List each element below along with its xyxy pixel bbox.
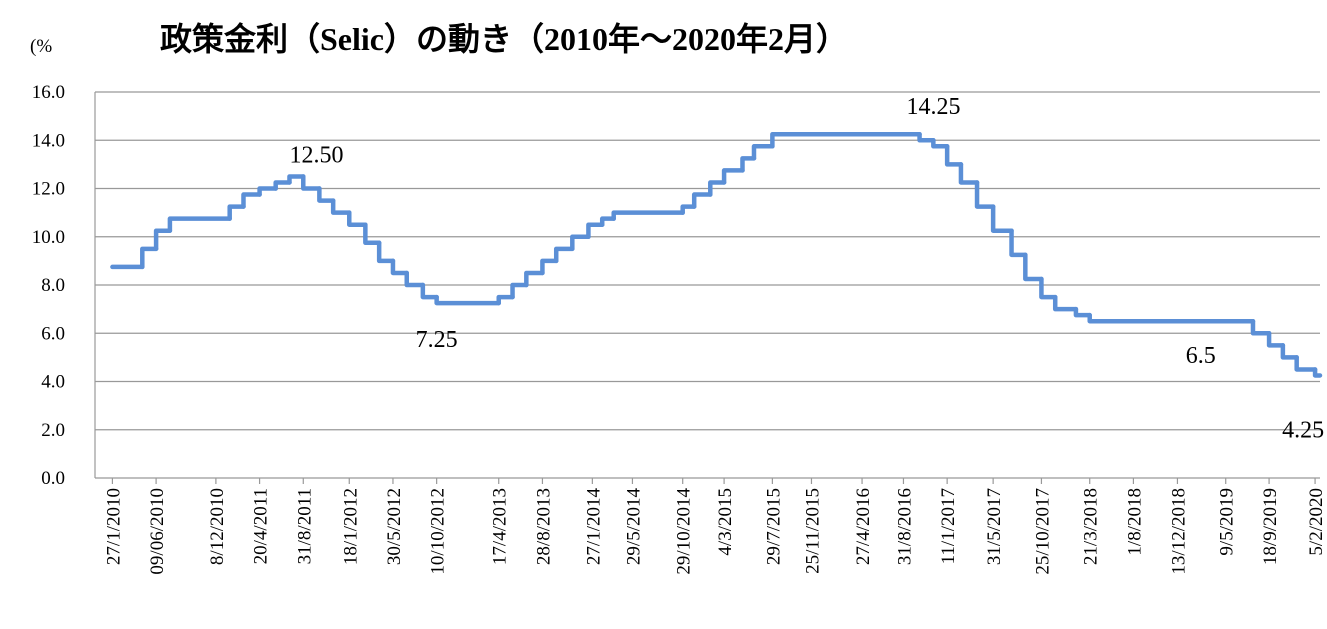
line-step	[167, 216, 232, 233]
x-tick-label: 10/10/2012	[428, 488, 449, 575]
x-tick-label: 27/1/2014	[583, 488, 604, 566]
line-step	[611, 210, 685, 221]
line-step	[691, 192, 713, 209]
line-step	[1280, 343, 1299, 360]
x-tick-label: 11/1/2017	[938, 488, 959, 564]
x-tick-label: 20/4/2011	[251, 488, 272, 564]
y-tick-label: 10.0	[32, 227, 65, 248]
x-tick-label: 1/8/2018	[1124, 488, 1145, 556]
line-step	[363, 222, 382, 246]
line-step	[931, 138, 950, 149]
chart-title: 政策金利（Selic）の動き（2010年～2020年2月）	[160, 21, 848, 57]
annotation: 14.25	[906, 94, 960, 120]
line-step	[317, 186, 336, 203]
line-step	[586, 222, 605, 239]
line-step	[570, 234, 591, 252]
y-tick-label: 4.0	[41, 372, 65, 393]
line-step	[599, 216, 616, 227]
line-step	[958, 162, 980, 185]
line-step	[1250, 318, 1272, 336]
line-step	[974, 180, 996, 209]
x-tick-label: 18/1/2012	[340, 488, 361, 565]
line-step	[990, 204, 1014, 233]
x-tick-label: 17/4/2013	[490, 488, 511, 565]
line-step	[330, 198, 352, 215]
x-tick-label: 25/10/2017	[1032, 488, 1053, 575]
line-step	[1023, 252, 1044, 282]
line-step	[1294, 355, 1318, 372]
annotation: 4.25	[1282, 417, 1324, 443]
line-step	[390, 258, 410, 276]
x-tick-label: 18/9/2019	[1260, 488, 1281, 565]
x-tick-label: 28/8/2013	[533, 488, 554, 565]
x-tick-label: 27/4/2016	[853, 488, 874, 565]
x-tick-label: 31/5/2017	[984, 488, 1005, 565]
line-step	[510, 282, 529, 300]
x-tick-label: 29/5/2014	[623, 488, 644, 566]
x-tick-label: 13/12/2018	[1168, 488, 1189, 575]
line-step	[241, 192, 262, 209]
line-step	[287, 174, 306, 185]
y-tick-label: 16.0	[32, 82, 65, 103]
line-step	[257, 186, 278, 197]
x-tick-label: 21/3/2018	[1081, 488, 1102, 565]
line-step	[751, 144, 775, 161]
line-step	[1266, 331, 1286, 348]
x-tick-label: 4/3/2015	[715, 488, 736, 556]
y-tick-label: 8.0	[41, 275, 65, 296]
line-step	[420, 282, 439, 300]
x-tick-label: 27/1/2010	[103, 488, 124, 565]
line-step	[376, 240, 396, 264]
annotation: 12.50	[289, 142, 343, 168]
x-tick-label: 29/10/2014	[674, 488, 695, 575]
line-step	[917, 131, 936, 143]
line-step	[1073, 306, 1092, 318]
line-step	[1052, 294, 1079, 312]
line-step	[434, 294, 501, 306]
annotation: 7.25	[416, 327, 458, 353]
y-tick-label: 2.0	[41, 420, 65, 441]
x-tick-label: 9/5/2019	[1217, 488, 1238, 556]
x-tick-label: 25/11/2015	[802, 488, 823, 574]
y-tick-label: 0.0	[41, 468, 65, 489]
line-step	[1312, 367, 1323, 378]
line-step	[524, 270, 545, 288]
x-tick-label: 5/2/2020	[1306, 488, 1327, 556]
y-tick-label: 12.0	[32, 179, 65, 200]
line-step	[740, 156, 757, 173]
line-step	[770, 131, 922, 149]
x-tick-label: 31/8/2016	[894, 488, 915, 565]
line-step	[721, 168, 745, 185]
line-step	[404, 270, 426, 288]
line-step	[347, 210, 368, 227]
line-step	[540, 258, 559, 276]
annotation: 6.5	[1186, 343, 1216, 369]
line-step	[496, 294, 515, 306]
line-step	[680, 204, 697, 215]
line-step	[153, 228, 173, 252]
line-step	[1087, 312, 1256, 324]
line-step	[273, 180, 292, 191]
y-tick-label: 6.0	[41, 323, 65, 344]
line-step	[1039, 276, 1058, 300]
x-tick-label: 30/5/2012	[384, 488, 405, 565]
line-step	[944, 144, 964, 167]
y-axis-label: (%	[30, 36, 52, 57]
line-step	[301, 174, 322, 191]
x-tick-label: 09/06/2010	[147, 488, 168, 575]
x-tick-label: 8/12/2010	[207, 488, 228, 565]
x-tick-label: 29/7/2015	[763, 488, 784, 565]
line-step	[708, 180, 727, 197]
y-tick-label: 14.0	[32, 130, 65, 151]
line-step	[553, 246, 575, 264]
x-tick-label: 31/8/2011	[294, 488, 315, 564]
line-step	[227, 204, 246, 221]
line-step	[1009, 228, 1028, 258]
line-step	[140, 246, 159, 270]
